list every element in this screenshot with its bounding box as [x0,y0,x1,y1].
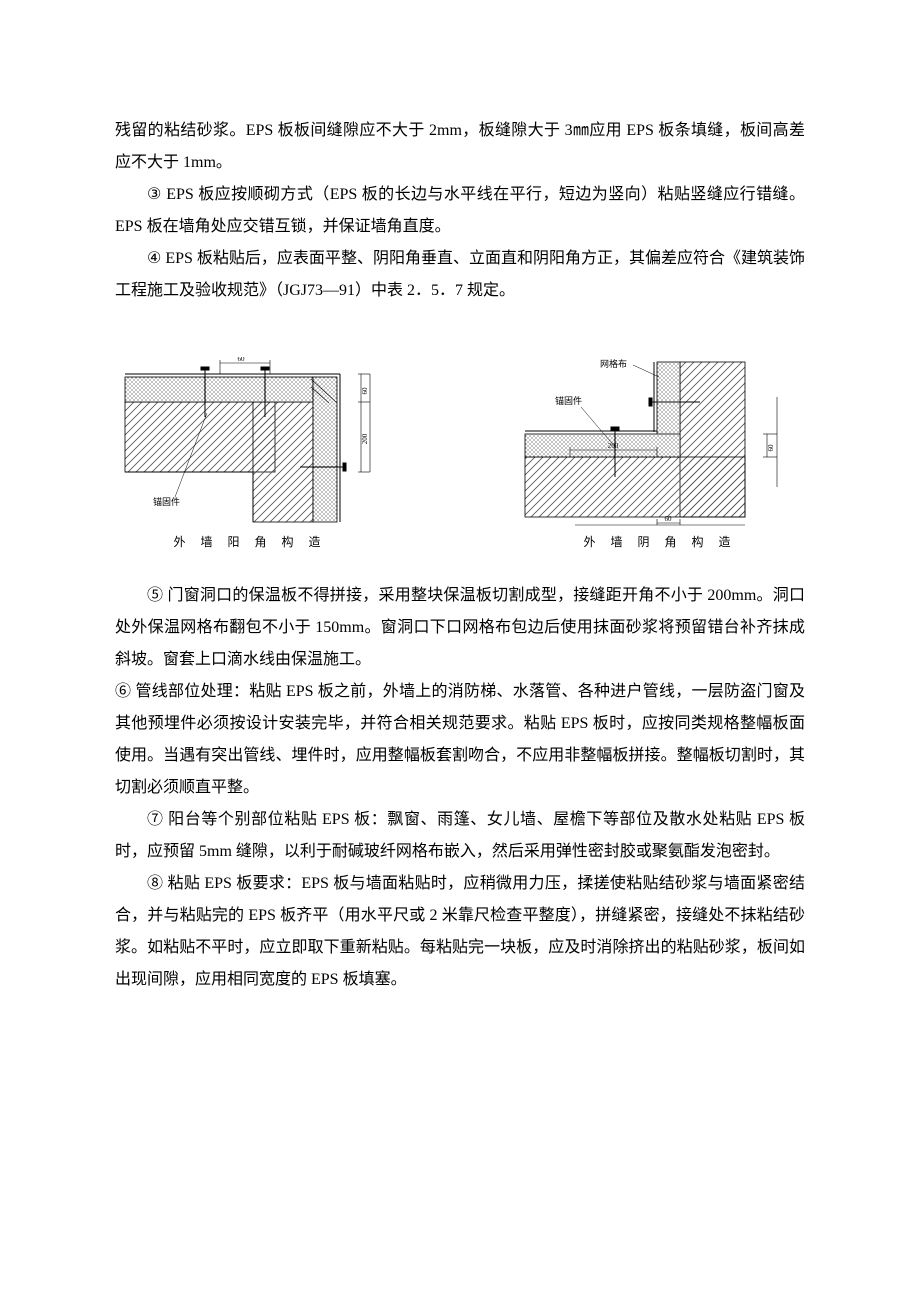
label-anchor-right: 锚固件 [555,395,582,406]
label-anchor-left: 锚固件 [153,496,180,507]
label-mesh: 网格布 [600,358,627,369]
dim-right-60r: 60 [767,444,775,452]
paragraph-3: ④ EPS 板粘贴后，应表面平整、阴阳角垂直、立面直和阴阳角方正，其偏差应符合《… [115,243,805,307]
dim-bottom-60: 60 [665,515,673,523]
paragraph-1: 残留的粘结砂浆。EPS 板板间缝隙应不大于 2mm，板缝隙大于 3㎜应用 EPS… [115,115,805,179]
diagram-yang-svg: 60 60 200 锚固件 [115,357,385,527]
diagram-yin-corner: 网格布 锚固件 200 60 [515,357,805,550]
dim-inner-200: 200 [608,442,619,450]
dim-right-200: 200 [361,433,369,444]
paragraph-5: ⑥ 管线部位处理：粘贴 EPS 板之前，外墙上的消防梯、水落管、各种进户管线，一… [115,676,805,804]
dim-right-60: 60 [361,387,369,395]
diagram-yang-corner: 60 60 200 锚固件 外 墙 阳 角 构 造 [115,357,385,550]
paragraph-6: ⑦ 阳台等个别部位粘贴 EPS 板：飘窗、雨篷、女儿墙、屋檐下等部位及散水处粘贴… [115,804,805,868]
dim-top-60: 60 [238,357,246,363]
paragraph-7: ⑧ 粘贴 EPS 板要求：EPS 板与墙面粘贴时，应稍微用力压，揉搓使粘贴结砂浆… [115,868,805,996]
diagrams-row: 60 60 200 锚固件 外 墙 阳 角 构 造 [115,357,805,550]
paragraph-4: ⑤ 门窗洞口的保温板不得拼接，采用整块保温板切割成型，接缝距开角不小于 200m… [115,580,805,676]
caption-yin: 外 墙 阴 角 构 造 [583,533,736,550]
caption-yang: 外 墙 阳 角 构 造 [173,533,326,550]
paragraph-2: ③ EPS 板应按顺砌方式（EPS 板的长边与水平线在平行，短边为竖向）粘贴竖缝… [115,179,805,243]
diagram-yin-svg: 网格布 锚固件 200 60 [515,357,805,527]
